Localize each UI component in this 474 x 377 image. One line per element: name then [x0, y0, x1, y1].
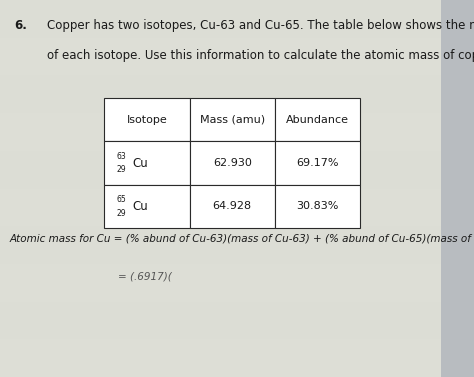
Text: 64.928: 64.928 — [213, 201, 252, 211]
Text: 6.: 6. — [14, 19, 27, 32]
Text: Copper has two isotopes, Cu-63 and Cu-65. The table below shows the mass and abu: Copper has two isotopes, Cu-63 and Cu-65… — [47, 19, 474, 32]
Bar — [0, 113, 441, 151]
Text: Cu: Cu — [133, 156, 148, 170]
Text: 69.17%: 69.17% — [296, 158, 339, 168]
Text: 65: 65 — [116, 195, 126, 204]
Bar — [0, 38, 441, 75]
Text: 63: 63 — [116, 152, 126, 161]
Bar — [104, 185, 190, 228]
Bar — [275, 185, 360, 228]
Bar — [104, 141, 190, 185]
Text: 29: 29 — [116, 166, 126, 174]
Text: of each isotope. Use this information to calculate the atomic mass of copper.: of each isotope. Use this information to… — [47, 49, 474, 62]
Bar — [0, 264, 441, 302]
Bar — [104, 98, 190, 141]
Bar — [190, 185, 275, 228]
Text: Abundance: Abundance — [286, 115, 349, 125]
Text: Cu: Cu — [133, 200, 148, 213]
Bar — [190, 141, 275, 185]
Text: Mass (amu): Mass (amu) — [200, 115, 265, 125]
Text: 30.83%: 30.83% — [296, 201, 339, 211]
Bar — [0, 339, 441, 377]
Text: Isotope: Isotope — [127, 115, 167, 125]
Bar — [0, 188, 441, 226]
Bar — [275, 141, 360, 185]
Text: 62.930: 62.930 — [213, 158, 252, 168]
Text: Atomic mass for Cu = (% abund of Cu-63)(mass of Cu-63) + (% abund of Cu-65)(mass: Atomic mass for Cu = (% abund of Cu-63)(… — [9, 234, 474, 244]
Bar — [190, 98, 275, 141]
Text: = (.6917)(: = (.6917)( — [118, 271, 172, 282]
Text: 29: 29 — [116, 209, 126, 218]
Bar — [275, 98, 360, 141]
